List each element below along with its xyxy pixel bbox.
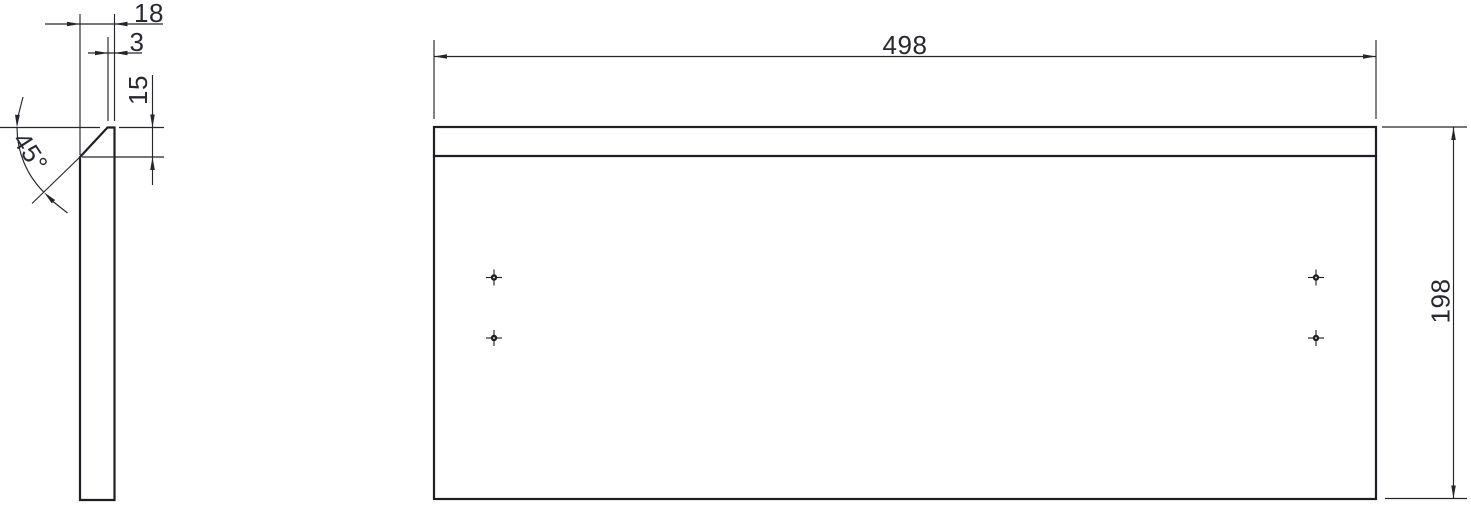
- arrowhead-top-edge-right: [114, 50, 128, 56]
- arrowhead-angle-top: [15, 114, 20, 128]
- hole-center-mark-bottom-left: [486, 330, 502, 346]
- arrowhead-thickness-right: [114, 21, 128, 27]
- dim-label-top-edge: 3: [130, 27, 145, 57]
- arrowhead-chamfer-height-top: [150, 114, 155, 128]
- dim-label-chamfer-height: 15: [123, 75, 153, 105]
- arrowhead-thickness-left: [67, 21, 80, 27]
- dim-label-height: 198: [1426, 279, 1456, 324]
- arrowhead-width-left: [434, 54, 447, 59]
- center-mark-dot-core: [493, 276, 495, 279]
- arrowhead-width-right: [1363, 54, 1376, 59]
- angle-arrow-tail-bottom: [52, 201, 68, 214]
- hole-center-mark-top-right: [1308, 269, 1324, 286]
- arrowhead-height-bottom: [1451, 485, 1456, 499]
- side-view-part-outline: [78, 126, 116, 502]
- dim-label-width: 498: [883, 30, 928, 60]
- arrowhead-angle-bottom: [44, 192, 56, 204]
- dim-label-chamfer-angle: 45°: [7, 127, 54, 178]
- front-view-part-outline: [432, 125, 1378, 501]
- arrowhead-chamfer-height-bottom: [150, 157, 155, 170]
- angle-dim-arc: [16, 127, 45, 193]
- dim-label-thickness: 18: [134, 0, 164, 28]
- arrowhead-top-edge-left: [95, 50, 108, 56]
- angle-arrow-tail-top: [17, 96, 24, 116]
- hole-center-mark-bottom-right: [1308, 330, 1324, 346]
- center-mark-dot-core: [1315, 337, 1317, 339]
- chamfer-extension-line: [31, 156, 81, 204]
- center-mark-dot-core: [493, 337, 495, 339]
- hole-center-mark-top-left: [486, 269, 502, 286]
- side-view: 18 3 15 45°: [0, 0, 164, 502]
- front-view: 498 198: [432, 30, 1467, 501]
- arrowhead-height-top: [1451, 127, 1456, 140]
- center-mark-dot-core: [1315, 276, 1317, 279]
